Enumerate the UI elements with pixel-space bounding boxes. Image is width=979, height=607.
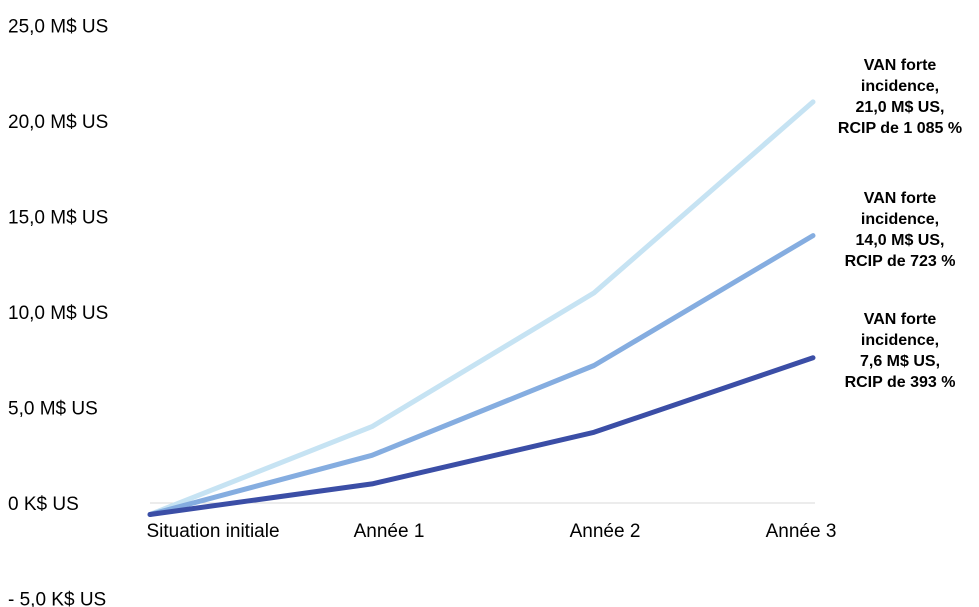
y-tick-label: 0 K$ US: [8, 494, 79, 515]
series-annotations: VAN forte incidence, 21,0 M$ US, RCIP de 1 …: [838, 57, 962, 391]
y-axis-ticks: 25,0 M$ US 20,0 M$ US 15,0 M$ US 10,0 M$ US…: [8, 17, 108, 607]
y-tick-label: 5,0 M$ US: [8, 399, 98, 420]
series-annotation-line: incidence,: [861, 211, 939, 228]
series-annotation-line: incidence,: [861, 78, 939, 95]
x-tick-label: Année 3: [766, 521, 837, 542]
y-tick-label: 20,0 M$ US: [8, 112, 108, 133]
series-annotation-line: VAN forte: [864, 190, 937, 207]
series-annotation-line: VAN forte: [864, 57, 937, 74]
series-annotation-line: RCIP de 723 %: [845, 253, 956, 270]
series-line: [147, 233, 816, 517]
series-lines: [147, 99, 816, 517]
x-tick-label: Année 2: [570, 521, 641, 542]
series-annotation: VAN forte incidence, 14,0 M$ US, RCIP de 72…: [845, 190, 956, 270]
series-line: [147, 99, 816, 517]
series-annotation: VAN forte incidence, 21,0 M$ US, RCIP de 1 …: [838, 57, 962, 137]
series-annotation-line: 7,6 M$ US,: [860, 353, 940, 370]
series-annotation-line: 14,0 M$ US,: [856, 232, 945, 249]
x-tick-label: Situation initiale: [146, 521, 279, 542]
y-tick-label: 10,0 M$ US: [8, 303, 108, 324]
series-annotation-line: 21,0 M$ US,: [856, 99, 945, 116]
x-axis-ticks: Situation initiale Année 1 Année 2 Année 3: [146, 521, 836, 542]
series-annotation-line: RCIP de 393 %: [845, 374, 956, 391]
series-annotation: VAN forte incidence, 7,6 M$ US, RCIP de 393…: [845, 311, 956, 391]
y-tick-label: - 5,0 K$ US: [8, 590, 106, 607]
series-annotation-line: RCIP de 1 085 %: [838, 120, 962, 137]
series-annotation-line: VAN forte: [864, 311, 937, 328]
series-annotation-line: incidence,: [861, 332, 939, 349]
series-line: [147, 355, 816, 517]
y-tick-label: 25,0 M$ US: [8, 17, 108, 38]
x-tick-label: Année 1: [354, 521, 425, 542]
y-tick-label: 15,0 M$ US: [8, 208, 108, 229]
